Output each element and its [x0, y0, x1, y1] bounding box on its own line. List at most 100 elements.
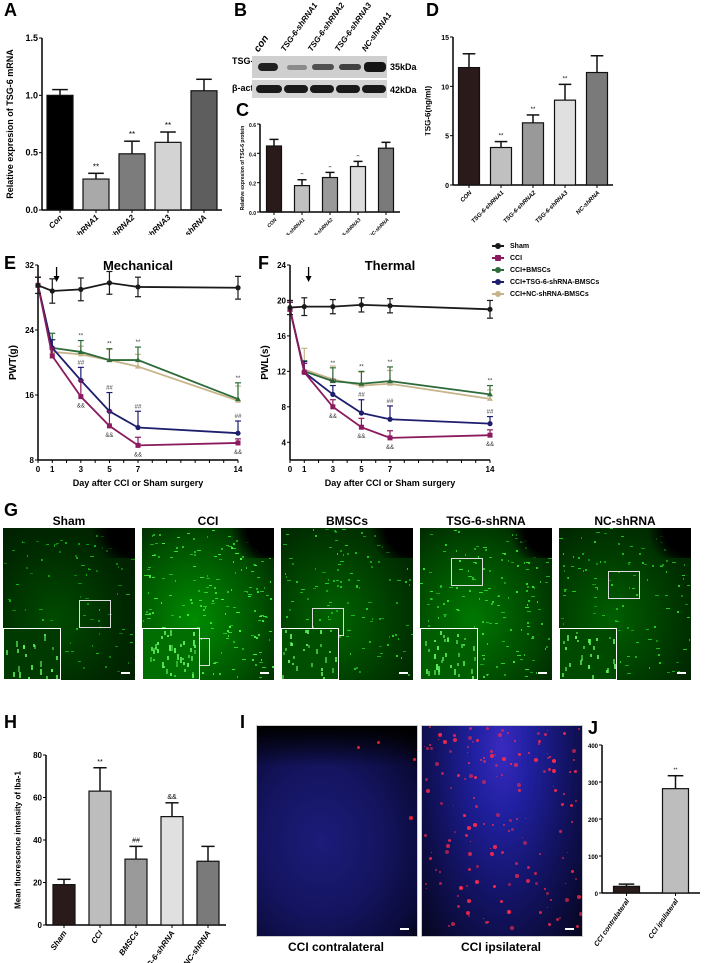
legend-label: CCI+NC-shRNA-BMSCs: [510, 290, 589, 298]
svg-text:5: 5: [107, 465, 112, 474]
svg-text:16: 16: [277, 332, 286, 341]
chart-d: 0 5 10 15 TSG-6(ng/ml) CON ** TSG-6-shRNA1 ** TSG…: [425, 35, 613, 225]
svg-text:7: 7: [388, 465, 393, 474]
roi-box: [608, 571, 640, 599]
svg-text:1.0: 1.0: [25, 90, 38, 100]
svg-text:24: 24: [277, 261, 286, 270]
caption-cci-ipsilateral: CCI ipsilateral: [460, 940, 542, 954]
svg-text:TSG-6-shRNA2: TSG-6-shRNA2: [503, 190, 538, 225]
chart-f: Thermal 4 8 12 16 20 24 0 1 3 5 7 14 Day after CCI or…: [260, 258, 495, 488]
svg-text:12: 12: [277, 367, 286, 376]
svg-text:**: **: [165, 121, 171, 130]
legend-label: CCI+TSG-6-shRNA-BMSCs: [510, 278, 600, 286]
svg-text:&&: &&: [234, 450, 242, 456]
svg-text:0.5: 0.5: [25, 148, 38, 158]
blot-lane-labels: con TSG-6-shRNA1 TSG-6-shRNA2 TSG-6-shRNA3 N…: [250, 1, 393, 56]
svg-text:0.6: 0.6: [249, 123, 256, 129]
micrograph-tsg-6-shrna: [420, 528, 552, 680]
micrograph-title: CCI: [197, 514, 219, 528]
chart-h: 0 20 40 60 80 Mean fluorescence intensity of …: [13, 751, 226, 963]
svg-text:**: **: [79, 334, 84, 340]
scale-bar: [121, 672, 130, 674]
svg-text:NC-shRNA: NC-shRNA: [575, 190, 601, 216]
svg-text:0: 0: [36, 465, 41, 474]
svg-text:&&: &&: [386, 445, 394, 451]
legend: Sham CCI CCI+BMSCs CCI+TSG-6-shRNA-BMSCs CCI…: [492, 240, 707, 300]
panel-label-a: A: [4, 0, 17, 20]
panel-label-i: I: [240, 712, 246, 732]
inset-zoom: [559, 628, 617, 680]
svg-text:60: 60: [33, 794, 42, 803]
legend-swatch-icon: [492, 291, 504, 297]
svg-text:**: **: [563, 76, 568, 82]
legend-item: CCI+BMSCs: [492, 264, 707, 276]
svg-text:##: ##: [358, 393, 365, 399]
svg-text:TSG-6-shRNA1: TSG-6-shRNA1: [471, 190, 506, 225]
inset-zoom: [142, 628, 200, 680]
svg-text:5: 5: [359, 465, 364, 474]
svg-text:0: 0: [445, 183, 449, 190]
svg-text:Day after CCI or Sham surgery: Day after CCI or Sham surgery: [73, 478, 204, 488]
svg-text:300: 300: [588, 781, 599, 787]
svg-text:##: ##: [387, 399, 394, 405]
svg-text:NC-shRNA: NC-shRNA: [182, 929, 213, 963]
caption-cci-contralateral: CCI contralateral: [287, 940, 385, 954]
legend-item: CCI: [492, 252, 707, 264]
chart-e: Mechanical 8 16 24 32 0 1 3 5 7 14 Day after CCI or…: [8, 258, 243, 488]
scale-bar: [260, 672, 269, 674]
svg-text:TSG-6-shRNA: TSG-6-shRNA: [139, 929, 177, 963]
chart-a: 0.0 0.5 1.0 1.5 Relative expresion of TSG-6 …: [5, 33, 222, 235]
panel-label-b: B: [234, 0, 247, 20]
svg-text:NC-shRNA: NC-shRNA: [173, 213, 208, 235]
svg-text:0.2: 0.2: [249, 182, 256, 188]
svg-text:**: **: [93, 162, 99, 171]
svg-text:40: 40: [33, 836, 42, 845]
panel-label-c: C: [236, 100, 249, 120]
svg-text:20: 20: [33, 879, 42, 888]
svg-text:Con: Con: [47, 213, 64, 230]
micrograph-cci-contralateral: [256, 725, 418, 937]
micrograph-title: TSG-6-shRNA: [446, 514, 526, 528]
svg-text:&&: &&: [329, 414, 337, 420]
svg-text:Relative expresion of TSG-6 mR: Relative expresion of TSG-6 mRNA: [5, 49, 15, 199]
svg-text:1.5: 1.5: [25, 33, 38, 43]
micrograph-cci: [142, 528, 274, 680]
svg-text:Thermal: Thermal: [365, 258, 416, 273]
legend-swatch-icon: [492, 279, 504, 285]
legend-swatch-icon: [492, 255, 504, 261]
svg-text:15: 15: [441, 35, 449, 42]
svg-text:PWL(s): PWL(s): [260, 345, 271, 379]
svg-text:Mean fluorescence intensity of: Mean fluorescence intensity of Iba-1: [13, 771, 22, 909]
blot-tsg6-strip: [252, 56, 387, 78]
svg-text:400: 400: [588, 744, 599, 750]
legend-item: CCI+NC-shRNA-BMSCs: [492, 288, 707, 300]
svg-text:TSG-6-shRNA3: TSG-6-shRNA3: [535, 190, 570, 225]
svg-text:1: 1: [50, 465, 55, 474]
svg-text:CCI contralateral: CCI contralateral: [593, 897, 631, 948]
panel-label-j: J: [588, 718, 599, 738]
svg-text:0.4: 0.4: [249, 152, 256, 158]
svg-text:32: 32: [25, 261, 34, 270]
svg-text:**: **: [331, 361, 336, 367]
micrograph-bmscs: [281, 528, 413, 680]
legend-label: CCI: [510, 254, 523, 262]
svg-text:##: ##: [330, 379, 337, 385]
svg-text:&&: &&: [105, 433, 113, 439]
svg-text:&&: &&: [77, 404, 85, 410]
micrograph-title: Sham: [52, 514, 86, 528]
legend-item: CCI+TSG-6-shRNA-BMSCs: [492, 276, 707, 288]
panel-label-h: H: [4, 712, 17, 732]
micrograph-title: BMSCs: [325, 514, 368, 528]
micrograph-cci-ipsilateral: [421, 725, 583, 937]
svg-text:**: **: [531, 107, 536, 113]
svg-text:Mechanical: Mechanical: [103, 258, 173, 273]
svg-text:8: 8: [30, 456, 35, 465]
svg-text:**: **: [236, 376, 241, 382]
svg-text:CON: CON: [460, 190, 474, 204]
legend-label: Sham: [510, 242, 530, 250]
svg-text:0.0: 0.0: [249, 211, 256, 217]
panel-label-d: D: [426, 0, 439, 20]
svg-text:1: 1: [302, 465, 307, 474]
svg-text:**: **: [359, 364, 364, 370]
